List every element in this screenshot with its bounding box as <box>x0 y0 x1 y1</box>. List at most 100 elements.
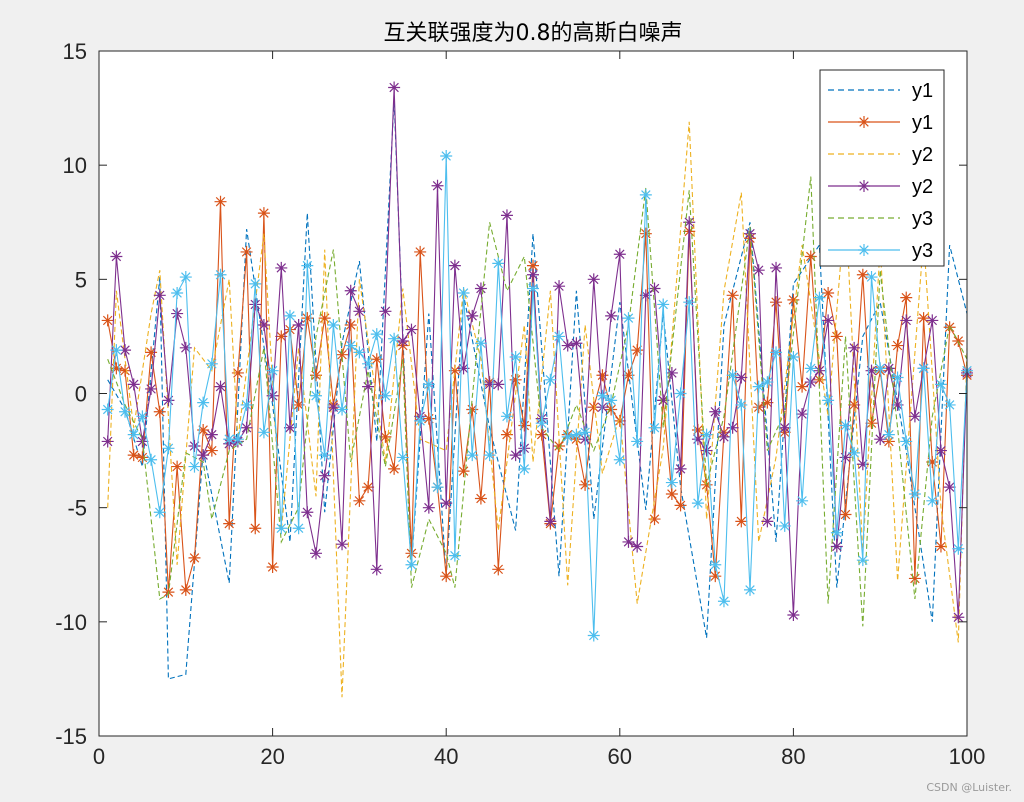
data-point <box>440 497 453 510</box>
data-point <box>301 506 314 519</box>
data-point <box>240 245 253 258</box>
data-point <box>414 414 427 427</box>
data-point <box>926 456 939 468</box>
data-point <box>579 426 592 439</box>
data-point <box>370 328 383 341</box>
data-point <box>257 207 270 220</box>
data-point <box>275 261 288 274</box>
data-point <box>362 357 375 370</box>
data-point <box>127 428 140 441</box>
data-point <box>561 339 574 352</box>
data-point <box>379 305 392 318</box>
legend-label: y2 <box>912 176 933 198</box>
data-point <box>405 547 418 560</box>
legend[interactable]: y1 y1 y2 y2 y3 y3 <box>819 69 945 267</box>
data-point <box>561 430 574 443</box>
x-tick-label: 40 <box>434 744 458 769</box>
data-point <box>336 538 349 551</box>
legend-label: y1 <box>912 112 933 134</box>
data-point <box>492 563 505 576</box>
legend-item-y1[interactable]: y1 <box>828 112 933 134</box>
data-point <box>205 444 218 457</box>
data-point <box>570 428 583 441</box>
data-point <box>275 522 288 535</box>
data-point <box>214 268 227 281</box>
legend-box <box>819 69 945 267</box>
data-point <box>900 435 913 448</box>
data-point <box>787 293 800 306</box>
data-point <box>908 487 921 500</box>
data-point <box>223 517 236 530</box>
data-point <box>587 629 600 642</box>
data-point <box>310 547 322 560</box>
data-point <box>570 337 583 350</box>
data-point <box>761 515 774 528</box>
data-point <box>648 282 661 295</box>
data-point <box>136 410 149 423</box>
data-point <box>153 506 166 519</box>
data-point <box>856 554 869 567</box>
data-point <box>422 412 435 425</box>
data-point <box>457 362 470 375</box>
data-point <box>240 398 253 411</box>
data-point <box>665 476 678 489</box>
data-point <box>240 421 253 434</box>
data-point <box>344 339 357 352</box>
data-point <box>865 364 878 377</box>
legend-item-y2[interactable]: y2 <box>828 176 933 198</box>
data-point <box>917 312 930 325</box>
data-point <box>466 449 479 462</box>
data-point <box>179 583 192 596</box>
legend-item-y1[interactable]: y1 <box>828 80 933 102</box>
data-point <box>362 380 375 393</box>
y-tick-label: -10 <box>55 610 87 635</box>
data-point <box>153 405 166 418</box>
data-point <box>622 312 635 325</box>
data-point <box>613 453 626 466</box>
data-point <box>674 462 687 475</box>
data-point <box>318 449 331 462</box>
data-point <box>483 449 496 462</box>
data-point <box>171 307 184 320</box>
data-point <box>171 460 184 473</box>
data-point <box>865 417 878 430</box>
data-point <box>900 314 913 327</box>
data-point <box>700 444 713 457</box>
data-point <box>787 608 800 621</box>
data-point <box>518 442 531 455</box>
data-point <box>822 314 835 327</box>
data-point <box>943 481 956 494</box>
data-point <box>891 371 904 384</box>
data-point <box>327 401 340 414</box>
data-point <box>579 478 592 491</box>
legend-item-y2[interactable]: y2 <box>828 144 933 166</box>
data-point <box>882 428 895 441</box>
data-point <box>596 389 609 402</box>
data-point <box>396 451 409 464</box>
data-point <box>379 389 392 402</box>
data-point <box>544 515 557 528</box>
data-point <box>839 451 852 464</box>
data-point <box>153 289 166 302</box>
data-point <box>483 378 496 391</box>
data-point <box>717 430 730 443</box>
data-point <box>726 369 739 382</box>
data-point <box>830 540 843 553</box>
data-point <box>535 428 548 441</box>
data-point <box>405 558 418 571</box>
data-point <box>735 515 748 528</box>
data-point <box>613 414 626 427</box>
data-point <box>631 344 644 357</box>
data-point <box>726 289 739 302</box>
legend-marker <box>858 244 870 256</box>
data-point <box>908 572 921 585</box>
legend-item-y3[interactable]: y3 <box>828 208 933 230</box>
data-point <box>848 398 861 411</box>
legend-item-y3[interactable]: y3 <box>828 240 933 262</box>
data-point <box>188 440 201 453</box>
data-point <box>101 314 114 327</box>
data-point <box>787 350 800 363</box>
data-point <box>205 428 218 441</box>
data-point <box>796 380 809 393</box>
